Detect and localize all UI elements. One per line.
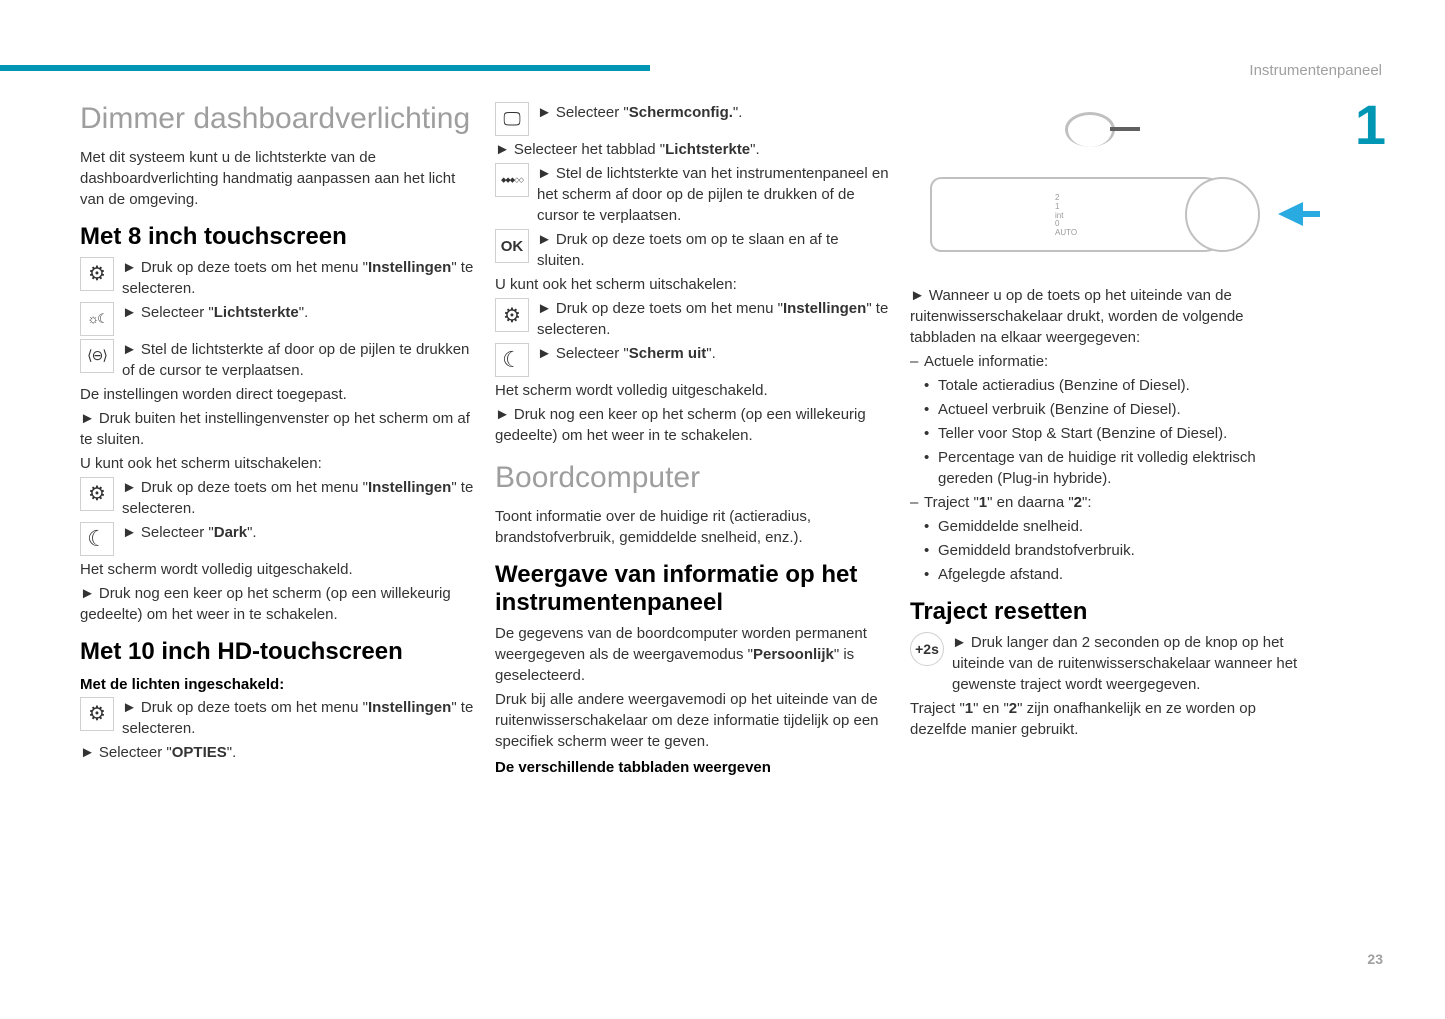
li2: Traject "1" en daarna "2": bbox=[910, 492, 1305, 513]
ok-text: ►Druk op deze toets om op te slaan en af… bbox=[537, 229, 890, 271]
row-timer: ►Druk langer dan 2 seconden op de knop o… bbox=[910, 632, 1305, 695]
col1-p3: U kunt ook het scherm uitschakelen: bbox=[80, 453, 475, 474]
gear2-text: ►Druk op deze toets om het menu "Instell… bbox=[122, 477, 475, 519]
row-gear-3: ►Druk op deze toets om het menu "Instell… bbox=[80, 697, 475, 739]
col1-p5: ►Druk nog een keer op het scherm (op een… bbox=[80, 583, 475, 625]
info-list: Actuele informatie: Totale actieradius (… bbox=[910, 351, 1305, 588]
col1-title: Dimmer dashboardverlichting bbox=[80, 102, 475, 137]
col3-p2: Traject "1" en "2" zijn onafhankelijk en… bbox=[910, 698, 1305, 740]
col3-h2: Traject resetten bbox=[910, 598, 1305, 626]
gear-icon bbox=[80, 477, 114, 511]
timer-2s-icon bbox=[910, 632, 944, 666]
page-content: Dimmer dashboardverlichting Met dit syst… bbox=[80, 102, 1370, 780]
col3-p1: ►Wanneer u op de toets op het uiteinde v… bbox=[910, 285, 1305, 348]
col2-p5: Druk bij alle andere weergavemodi op het… bbox=[495, 689, 890, 752]
moon1-text: ►Selecteer "Dark". bbox=[122, 522, 475, 543]
li1d: Percentage van de huidige rit volledig e… bbox=[910, 447, 1305, 489]
moon-c2-text: ►Selecteer "Scherm uit". bbox=[537, 343, 890, 364]
steering-arm bbox=[1110, 127, 1140, 131]
steering-wheel-icon bbox=[1065, 112, 1115, 147]
col2-p4: De gegevens van de boordcomputer worden … bbox=[495, 623, 890, 686]
lever-labels: 2 1 int 0 AUTO bbox=[1055, 194, 1077, 238]
row-monitor: ►Selecteer "Schermconfig.". bbox=[495, 102, 890, 136]
row-arrows: ►Stel de lichtsterkte af door op de pijl… bbox=[80, 339, 475, 381]
brightness-dots-icon bbox=[495, 163, 529, 197]
wiper-lever-illustration: 2 1 int 0 AUTO bbox=[910, 102, 1305, 277]
col2-h3: De verschillende tabbladen weergeven bbox=[495, 759, 890, 776]
sunmoon-text: ►Selecteer "Lichtsterkte". bbox=[122, 302, 475, 323]
col2-intro: Toont informatie over de huidige rit (ac… bbox=[495, 506, 890, 548]
col2-tab: ►Selecteer het tabblad "Lichtsterkte". bbox=[495, 139, 890, 160]
sun-moon-icon bbox=[80, 302, 114, 336]
lever-button bbox=[1185, 177, 1260, 252]
gear-icon bbox=[495, 298, 529, 332]
row-dots: ►Stel de lichtsterkte van het instrument… bbox=[495, 163, 890, 226]
col1-h2-2: Met 10 inch HD-touchscreen bbox=[80, 638, 475, 666]
arrows-icon bbox=[80, 339, 114, 373]
arrows-text: ►Stel de lichtsterkte af door op de pijl… bbox=[122, 339, 475, 381]
column-3: 2 1 int 0 AUTO ►Wanneer u op de toets op… bbox=[910, 102, 1305, 780]
col1-h2-1: Met 8 inch touchscreen bbox=[80, 223, 475, 251]
col1-opties: ►Selecteer "OPTIES". bbox=[80, 742, 475, 763]
top-accent-bar bbox=[0, 65, 650, 71]
moon-icon bbox=[495, 343, 529, 377]
li2b: Gemiddeld brandstofverbruik. bbox=[910, 540, 1305, 561]
row-moon-c2: ►Selecteer "Scherm uit". bbox=[495, 343, 890, 377]
li1: Actuele informatie: bbox=[910, 351, 1305, 372]
row-ok: OK ►Druk op deze toets om op te slaan en… bbox=[495, 229, 890, 271]
gear-c2-text: ►Druk op deze toets om het menu "Instell… bbox=[537, 298, 890, 340]
gear1-text: ►Druk op deze toets om het menu "Instell… bbox=[122, 257, 475, 299]
row-moon-1: ►Selecteer "Dark". bbox=[80, 522, 475, 556]
col1-p4: Het scherm wordt volledig uitgeschakeld. bbox=[80, 559, 475, 580]
col1-p2: ►Druk buiten het instellingenvenster op … bbox=[80, 408, 475, 450]
col2-p3: ►Druk nog een keer op het scherm (op een… bbox=[495, 404, 890, 446]
gear-icon bbox=[80, 257, 114, 291]
monitor-icon bbox=[495, 102, 529, 136]
li2a: Gemiddelde snelheid. bbox=[910, 516, 1305, 537]
col2-h2: Weergave van informatie op het instrumen… bbox=[495, 561, 890, 617]
section-header: Instrumentenpaneel bbox=[1249, 62, 1382, 79]
column-2: ►Selecteer "Schermconfig.". ►Selecteer h… bbox=[495, 102, 890, 780]
gear-icon bbox=[80, 697, 114, 731]
page-number: 23 bbox=[1367, 951, 1383, 967]
moon-icon bbox=[80, 522, 114, 556]
gear3-text: ►Druk op deze toets om het menu "Instell… bbox=[122, 697, 475, 739]
col2-p1: U kunt ook het scherm uitschakelen: bbox=[495, 274, 890, 295]
press-arrow-icon bbox=[1278, 202, 1303, 226]
col1-h3-1: Met de lichten ingeschakeld: bbox=[80, 676, 475, 693]
li1c: Teller voor Stop & Start (Benzine of Die… bbox=[910, 423, 1305, 444]
col2-p2: Het scherm wordt volledig uitgeschakeld. bbox=[495, 380, 890, 401]
column-1: Dimmer dashboardverlichting Met dit syst… bbox=[80, 102, 475, 780]
li2c: Afgelegde afstand. bbox=[910, 564, 1305, 585]
row-gear-2: ►Druk op deze toets om het menu "Instell… bbox=[80, 477, 475, 519]
col2-h1: Boordcomputer bbox=[495, 461, 890, 496]
dots-text: ►Stel de lichtsterkte van het instrument… bbox=[537, 163, 890, 226]
row-gear-c2: ►Druk op deze toets om het menu "Instell… bbox=[495, 298, 890, 340]
ok-icon: OK bbox=[495, 229, 529, 263]
timer-text: ►Druk langer dan 2 seconden op de knop o… bbox=[952, 632, 1305, 695]
monitor-text: ►Selecteer "Schermconfig.". bbox=[537, 102, 890, 123]
col1-intro: Met dit systeem kunt u de lichtsterkte v… bbox=[80, 147, 475, 210]
row-gear-1: ►Druk op deze toets om het menu "Instell… bbox=[80, 257, 475, 299]
li1a: Totale actieradius (Benzine of Diesel). bbox=[910, 375, 1305, 396]
col1-p1: De instellingen worden direct toegepast. bbox=[80, 384, 475, 405]
row-sunmoon: ►Selecteer "Lichtsterkte". bbox=[80, 302, 475, 336]
li1b: Actueel verbruik (Benzine of Diesel). bbox=[910, 399, 1305, 420]
